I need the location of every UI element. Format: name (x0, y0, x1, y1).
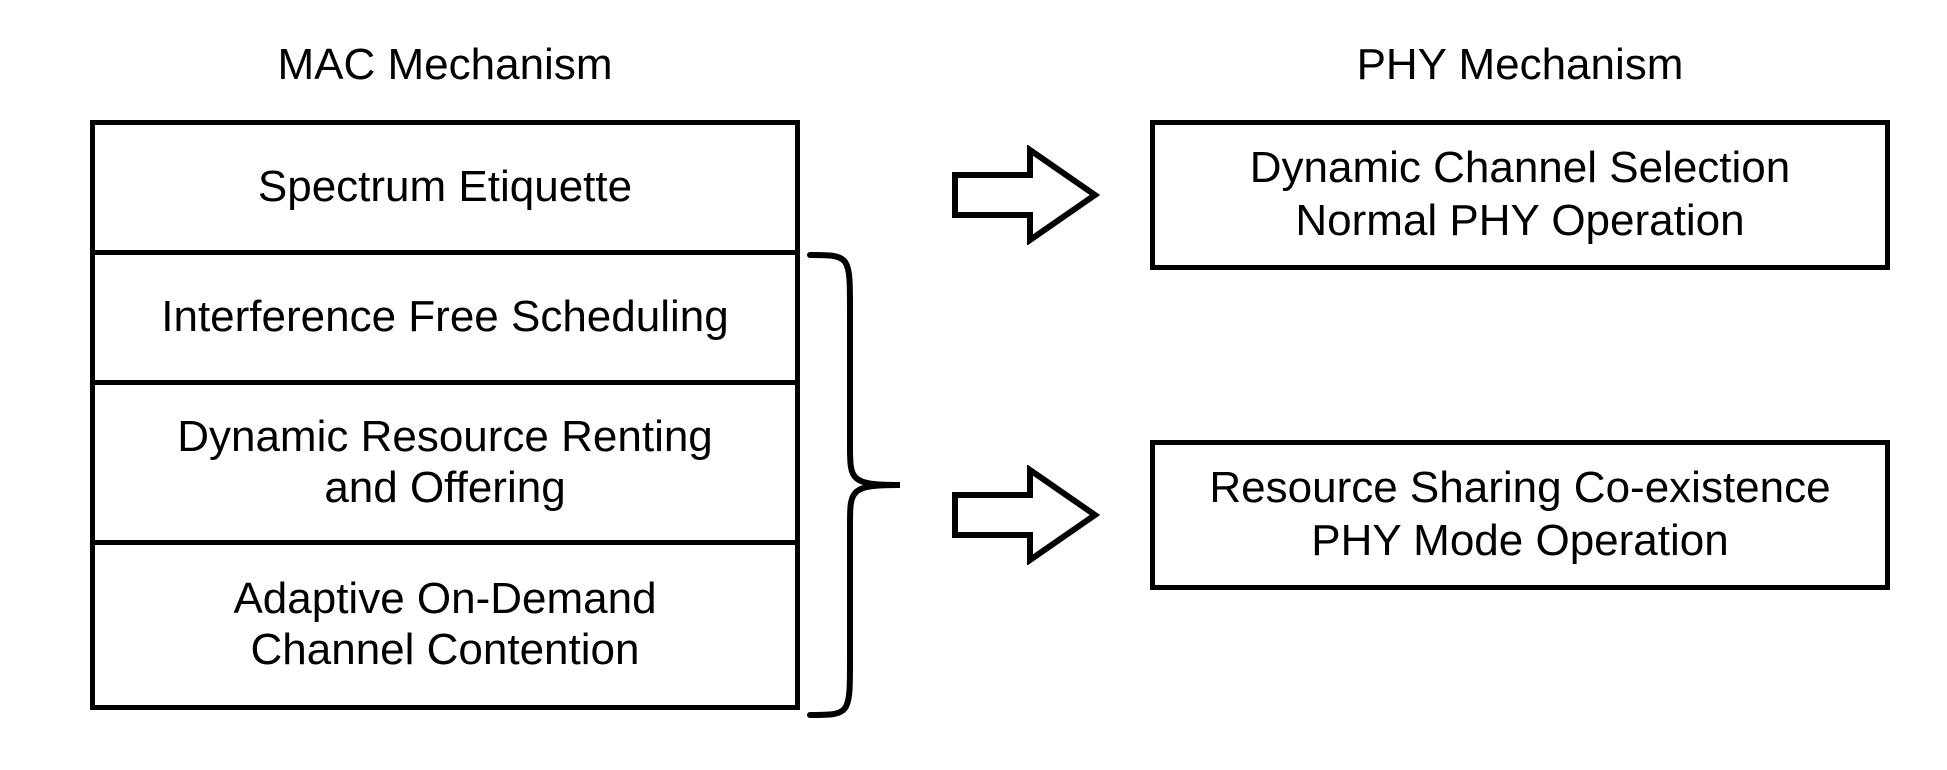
mac-cell-label: Dynamic Resource Rentingand Offering (177, 412, 713, 513)
arrow-icon (950, 465, 1100, 565)
mac-mechanism-stack: Spectrum Etiquette Interference Free Sch… (90, 120, 800, 710)
phy-box-label: Dynamic Channel SelectionNormal PHY Oper… (1250, 142, 1791, 248)
mac-cell-interference-free: Interference Free Scheduling (95, 255, 795, 385)
grouping-brace-icon (800, 250, 910, 720)
phy-box-label: Resource Sharing Co-existencePHY Mode Op… (1209, 462, 1830, 568)
mac-cell-dynamic-resource: Dynamic Resource Rentingand Offering (95, 385, 795, 545)
phy-box-resource-sharing: Resource Sharing Co-existencePHY Mode Op… (1150, 440, 1890, 590)
arrow-icon (950, 145, 1100, 245)
mac-cell-adaptive-on-demand: Adaptive On-DemandChannel Contention (95, 545, 795, 705)
mac-cell-spectrum-etiquette: Spectrum Etiquette (95, 125, 795, 255)
phy-header: PHY Mechanism (1150, 40, 1890, 90)
mac-cell-label: Spectrum Etiquette (258, 162, 632, 213)
mac-header: MAC Mechanism (90, 40, 800, 90)
mac-cell-label: Adaptive On-DemandChannel Contention (233, 574, 656, 675)
phy-box-dynamic-channel: Dynamic Channel SelectionNormal PHY Oper… (1150, 120, 1890, 270)
mac-cell-label: Interference Free Scheduling (161, 292, 728, 343)
